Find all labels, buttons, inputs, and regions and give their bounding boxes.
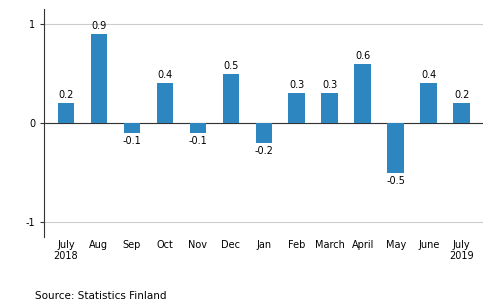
Text: 0.6: 0.6 xyxy=(355,51,370,61)
Text: 0.2: 0.2 xyxy=(58,90,73,100)
Text: 0.9: 0.9 xyxy=(91,21,106,31)
Bar xyxy=(189,123,206,133)
Text: 0.4: 0.4 xyxy=(157,71,173,81)
Bar xyxy=(354,64,371,123)
Bar xyxy=(288,93,305,123)
Bar xyxy=(124,123,140,133)
Text: -0.1: -0.1 xyxy=(188,136,207,146)
Text: 0.3: 0.3 xyxy=(322,80,337,90)
Text: -0.5: -0.5 xyxy=(387,176,405,186)
Text: 0.2: 0.2 xyxy=(454,90,469,100)
Bar xyxy=(58,103,74,123)
Text: 0.3: 0.3 xyxy=(289,80,304,90)
Bar xyxy=(321,93,338,123)
Bar xyxy=(255,123,272,143)
Bar xyxy=(421,84,437,123)
Text: 0.5: 0.5 xyxy=(223,60,239,71)
Bar xyxy=(454,103,470,123)
Bar xyxy=(222,74,239,123)
Text: Source: Statistics Finland: Source: Statistics Finland xyxy=(35,291,166,301)
Bar xyxy=(387,123,404,173)
Bar xyxy=(91,34,107,123)
Text: 0.4: 0.4 xyxy=(421,71,436,81)
Text: -0.2: -0.2 xyxy=(254,146,273,156)
Bar xyxy=(157,84,173,123)
Text: -0.1: -0.1 xyxy=(122,136,141,146)
